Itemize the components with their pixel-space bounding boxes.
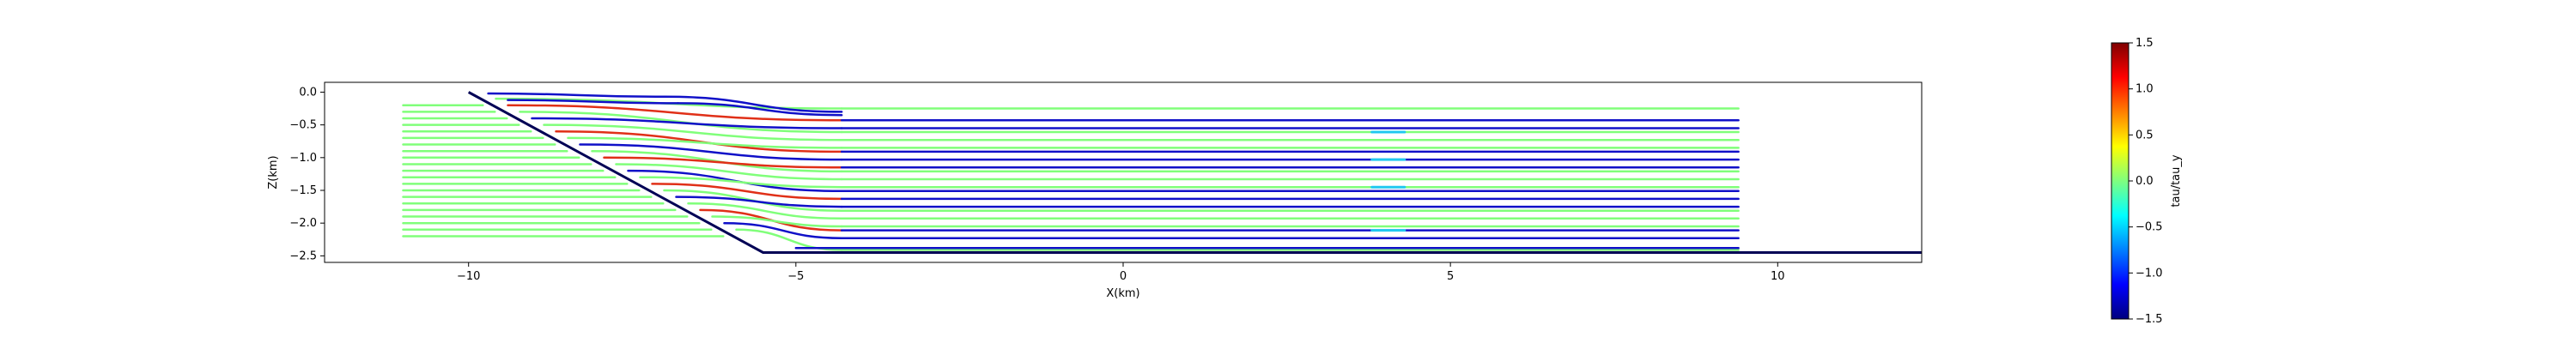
- streamline: [487, 92, 843, 113]
- fault-line: [467, 91, 1922, 254]
- y-axis: 0.0 −0.5 −1.0 −1.5 −2.0 −2.5: [289, 86, 325, 262]
- streamline-surface: [507, 99, 679, 105]
- colorbar-tick-label: −0.5: [2136, 221, 2163, 234]
- streamline: [402, 183, 1740, 201]
- x-tick-label: 0: [1120, 270, 1127, 283]
- colorbar-tick-label: −1.0: [2136, 267, 2163, 280]
- colorbar-tick-label: 0.5: [2136, 129, 2154, 141]
- colorbar-tick-label: 1.0: [2136, 83, 2154, 96]
- streamline-bend: [723, 221, 843, 239]
- streamline: [402, 176, 1740, 189]
- streamline: [402, 104, 1740, 122]
- colorbar-tick-label: 0.0: [2136, 175, 2154, 188]
- streamline: [402, 156, 1740, 169]
- x-tick-label: 5: [1447, 270, 1454, 283]
- streamline-bend: [567, 136, 843, 149]
- streamline-bend: [507, 104, 843, 122]
- y-tick-label: −2.0: [289, 217, 317, 230]
- streamline-bend: [579, 143, 843, 161]
- streamline: [402, 136, 1740, 149]
- y-tick-label: −1.0: [289, 152, 317, 165]
- streamline-bend: [615, 163, 843, 181]
- streamline-bend: [675, 196, 843, 208]
- streamline-surface: [487, 92, 666, 99]
- colorbar-tick-label: −1.5: [2136, 313, 2163, 326]
- x-axis: −10 −5 0 5 10: [457, 262, 1785, 283]
- streamline-bend: [711, 215, 843, 228]
- colorbar: 1.5 1.0 0.5 0.0 −0.5 −1.0 −1.5 tau/tau_y: [2111, 37, 2183, 326]
- streamline-bend: [531, 117, 843, 129]
- streamline: [402, 221, 1740, 239]
- streamlines: [402, 92, 1740, 251]
- plot-area: −10 −5 0 5 10 0.0−0.5−1.0−1.5−2.0−2.5 X(km) …: [267, 81, 1923, 300]
- y-axis-label: Z(km): [267, 155, 280, 189]
- streamline: [402, 228, 1740, 251]
- y-tick-label: 0.0: [299, 86, 317, 99]
- colorbar-tick-label: 1.5: [2136, 37, 2154, 50]
- streamline-bend: [603, 156, 843, 169]
- x-tick-label: −5: [787, 270, 804, 283]
- y-tick-label: −1.5: [289, 184, 317, 197]
- y-tick-label: −0.5: [289, 119, 317, 132]
- y-tick-label: −2.5: [289, 250, 317, 262]
- x-tick-label: −10: [457, 270, 480, 283]
- streamline-bend: [639, 176, 843, 189]
- streamline: [402, 163, 1740, 181]
- streamline: [402, 117, 1740, 129]
- streamline: [402, 143, 1740, 161]
- colorbar-label: tau/tau_y: [2170, 154, 2183, 207]
- streamline: [402, 215, 1740, 228]
- colorbar-gradient: [2111, 42, 2129, 320]
- streamline-surface: [677, 102, 843, 117]
- streamline: [507, 99, 843, 117]
- streamline-surface: [664, 95, 843, 113]
- streamline-bend: [543, 123, 843, 141]
- x-axis-label: X(km): [1106, 287, 1139, 300]
- streamline: [402, 202, 1740, 220]
- streamline-bend: [687, 202, 843, 220]
- streamline: [402, 196, 1740, 208]
- x-tick-label: 10: [1771, 270, 1785, 283]
- streamline: [402, 123, 1740, 141]
- colorbar-ticks: 1.5 1.0 0.5 0.0 −0.5 −1.0 −1.5: [2129, 37, 2163, 326]
- streamline-bend: [651, 183, 843, 201]
- streamline-bend: [735, 228, 843, 251]
